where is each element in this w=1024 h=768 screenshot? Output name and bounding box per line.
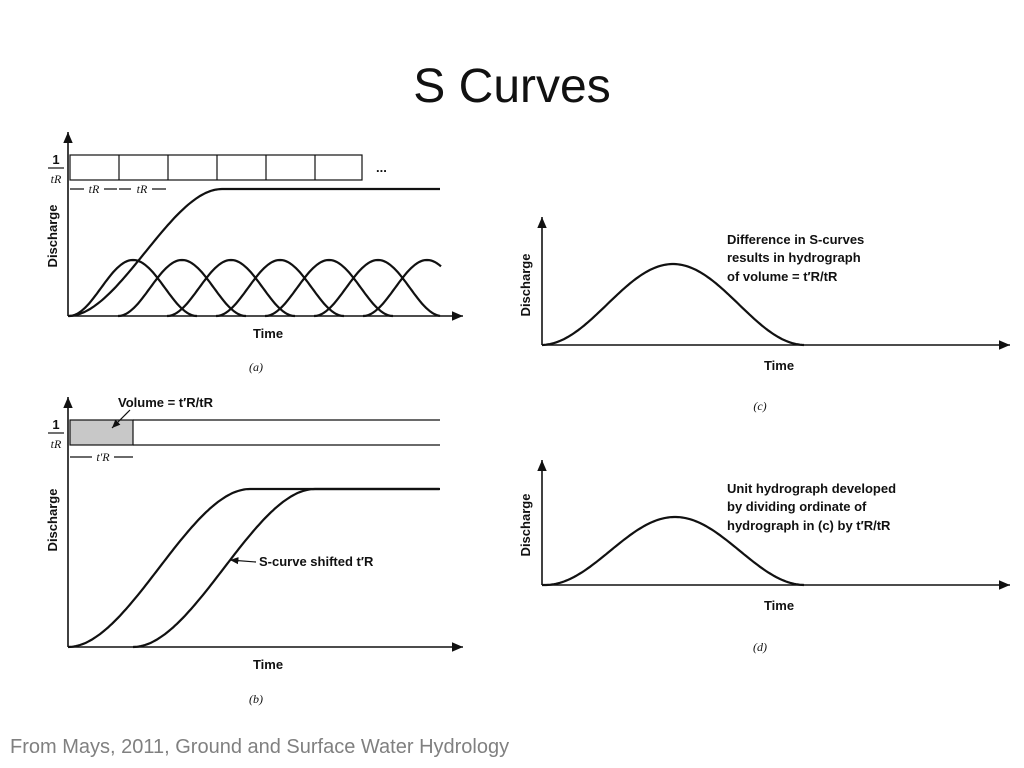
s-curve (67, 187, 440, 318)
interval-label: t′R (96, 450, 110, 464)
note-line: results in hydrograph (727, 250, 861, 265)
caption: (a) (249, 360, 263, 374)
note-line: of volume = t′R/tR (727, 269, 838, 284)
panel-a: ... 1 tR tR tR Discharge Time (a) (45, 132, 463, 374)
caption: (d) (753, 640, 767, 654)
y-label: Discharge (518, 254, 533, 317)
note-line: Unit hydrograph developed (727, 481, 896, 496)
panel-b: Volume = t′R/tR 1 tR t′R Discharge S-cur… (45, 395, 463, 706)
rain-strip (133, 419, 440, 446)
caption: (c) (753, 399, 766, 413)
y-label: Discharge (45, 205, 60, 268)
hydrograph (541, 262, 805, 347)
unit-hydrograph (68, 258, 198, 318)
note-line: by dividing ordinate of (727, 499, 867, 514)
volume-arrow (111, 409, 131, 429)
panel-d: Discharge Unit hydrograph developed by d… (518, 460, 1010, 654)
rain-denominator: tR (51, 172, 62, 186)
interval-label: tR (89, 182, 100, 196)
curve-arrow (229, 557, 257, 565)
ellipsis: ... (376, 160, 387, 175)
x-label: Time (253, 326, 283, 341)
volume-label: Volume = t′R/tR (118, 395, 214, 410)
y-label: Discharge (518, 494, 533, 557)
unit-hydrograph (362, 258, 442, 318)
s-curve (67, 487, 440, 649)
x-label: Time (764, 598, 794, 613)
caption: (b) (249, 692, 263, 706)
x-label: Time (764, 358, 794, 373)
curve-label: S-curve shifted t′R (259, 554, 374, 569)
s-curve-shifted (132, 487, 439, 649)
title: S Curves (413, 60, 610, 113)
note-line: Difference in S-curves (727, 232, 864, 247)
note-line: hydrograph in (c) by t′R/tR (727, 518, 891, 533)
y-label: Discharge (45, 489, 60, 552)
unit-hydrograph (166, 258, 296, 318)
panel-c: Discharge Difference in S-curves results… (518, 217, 1010, 413)
volume-block (69, 419, 134, 446)
rain-numerator: 1 (52, 152, 59, 167)
rain-dividers (118, 155, 316, 180)
rain-strip (69, 154, 363, 181)
rain-numerator: 1 (52, 417, 59, 432)
x-label: Time (253, 657, 283, 672)
unit-hydrograph (542, 515, 805, 587)
unit-hydrograph (264, 258, 394, 318)
unit-hydrograph (117, 258, 247, 318)
unit-hydrograph (313, 258, 441, 318)
unit-hydrograph (215, 258, 345, 318)
interval-label: tR (137, 182, 148, 196)
source-note: From Mays, 2011, Ground and Surface Wate… (10, 736, 509, 758)
rain-denominator: tR (51, 437, 62, 451)
